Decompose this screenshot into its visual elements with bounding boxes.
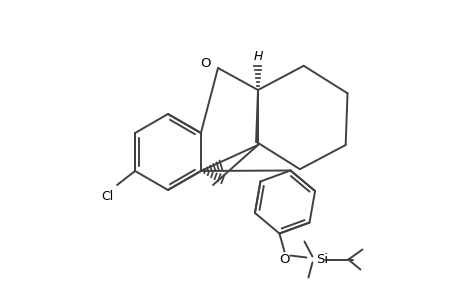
Text: Si: Si bbox=[316, 253, 328, 266]
Text: O: O bbox=[200, 56, 211, 70]
Text: H: H bbox=[253, 50, 262, 62]
Text: Cl: Cl bbox=[101, 190, 113, 203]
Text: O: O bbox=[279, 253, 289, 266]
